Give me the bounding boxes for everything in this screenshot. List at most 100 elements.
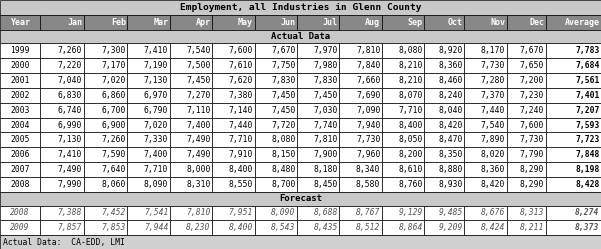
Bar xyxy=(546,43,601,58)
Text: 7,840: 7,840 xyxy=(356,61,380,70)
Text: 8,400: 8,400 xyxy=(228,223,253,232)
Bar xyxy=(424,15,465,30)
Bar xyxy=(465,103,507,118)
Text: 6,700: 6,700 xyxy=(102,106,126,115)
Text: 8,240: 8,240 xyxy=(438,91,463,100)
Text: May: May xyxy=(238,18,253,27)
Text: 2009: 2009 xyxy=(10,223,30,232)
Text: 8,290: 8,290 xyxy=(520,180,544,189)
Bar xyxy=(0,118,40,132)
Bar xyxy=(465,177,507,192)
Bar xyxy=(424,73,465,88)
Bar xyxy=(340,88,382,103)
Bar xyxy=(340,58,382,73)
Bar xyxy=(212,147,255,162)
Text: 8,373: 8,373 xyxy=(575,223,600,232)
Text: 8,400: 8,400 xyxy=(228,165,253,174)
Text: 8,760: 8,760 xyxy=(398,180,423,189)
Text: 7,452: 7,452 xyxy=(102,208,126,217)
Text: 8,930: 8,930 xyxy=(438,180,463,189)
Bar xyxy=(340,206,382,220)
Bar xyxy=(0,30,601,43)
Bar xyxy=(546,118,601,132)
Bar xyxy=(507,88,546,103)
Bar xyxy=(546,132,601,147)
Text: 7,330: 7,330 xyxy=(144,135,168,144)
Bar xyxy=(255,15,297,30)
Text: 7,440: 7,440 xyxy=(481,106,505,115)
Text: 7,600: 7,600 xyxy=(228,46,253,55)
Text: 7,670: 7,670 xyxy=(520,46,544,55)
Bar xyxy=(297,15,340,30)
Bar xyxy=(169,118,212,132)
Bar xyxy=(0,15,40,30)
Text: 7,220: 7,220 xyxy=(58,61,82,70)
Bar xyxy=(84,73,127,88)
Bar xyxy=(0,192,601,206)
Text: 7,710: 7,710 xyxy=(144,165,168,174)
Bar xyxy=(169,15,212,30)
Bar xyxy=(40,103,84,118)
Bar xyxy=(0,147,40,162)
Text: 8,050: 8,050 xyxy=(398,135,423,144)
Bar xyxy=(382,88,424,103)
Text: 8,435: 8,435 xyxy=(314,223,338,232)
Text: 7,040: 7,040 xyxy=(58,76,82,85)
Text: Actual Data:  CA-EDD, LMI: Actual Data: CA-EDD, LMI xyxy=(3,238,125,247)
Text: 7,450: 7,450 xyxy=(186,76,210,85)
Bar xyxy=(169,147,212,162)
Text: 7,650: 7,650 xyxy=(520,61,544,70)
Bar xyxy=(0,177,40,192)
Text: 7,600: 7,600 xyxy=(520,121,544,129)
Bar xyxy=(382,177,424,192)
Text: 7,853: 7,853 xyxy=(102,223,126,232)
Text: 6,790: 6,790 xyxy=(144,106,168,115)
Bar xyxy=(255,206,297,220)
Bar xyxy=(212,88,255,103)
Bar xyxy=(40,206,84,220)
Bar xyxy=(127,58,169,73)
Text: 2004: 2004 xyxy=(10,121,30,129)
Text: 7,090: 7,090 xyxy=(356,106,380,115)
Text: 8,880: 8,880 xyxy=(438,165,463,174)
Text: 7,610: 7,610 xyxy=(228,61,253,70)
Text: 7,750: 7,750 xyxy=(271,61,296,70)
Text: 2005: 2005 xyxy=(10,135,30,144)
Bar xyxy=(84,43,127,58)
Text: 7,783: 7,783 xyxy=(575,46,600,55)
Text: 7,660: 7,660 xyxy=(356,76,380,85)
Bar xyxy=(40,73,84,88)
Text: 7,730: 7,730 xyxy=(481,61,505,70)
Bar xyxy=(40,177,84,192)
Text: 7,440: 7,440 xyxy=(228,121,253,129)
Bar xyxy=(169,206,212,220)
Text: 9,209: 9,209 xyxy=(438,223,463,232)
Text: 7,410: 7,410 xyxy=(144,46,168,55)
Bar xyxy=(297,43,340,58)
Text: 8,080: 8,080 xyxy=(271,135,296,144)
Bar xyxy=(40,88,84,103)
Text: 8,676: 8,676 xyxy=(481,208,505,217)
Bar xyxy=(212,206,255,220)
Text: 6,830: 6,830 xyxy=(58,91,82,100)
Text: 8,210: 8,210 xyxy=(398,76,423,85)
Bar xyxy=(465,220,507,235)
Text: 7,490: 7,490 xyxy=(186,135,210,144)
Bar xyxy=(424,147,465,162)
Text: 7,450: 7,450 xyxy=(271,106,296,115)
Text: 7,170: 7,170 xyxy=(102,61,126,70)
Bar xyxy=(382,103,424,118)
Text: 7,790: 7,790 xyxy=(520,150,544,159)
Text: 7,540: 7,540 xyxy=(186,46,210,55)
Bar xyxy=(507,177,546,192)
Bar xyxy=(424,43,465,58)
Text: 8,360: 8,360 xyxy=(481,165,505,174)
Bar xyxy=(212,220,255,235)
Bar xyxy=(465,58,507,73)
Text: 8,060: 8,060 xyxy=(102,180,126,189)
Text: 7,910: 7,910 xyxy=(228,150,253,159)
Bar xyxy=(424,132,465,147)
Text: Year: Year xyxy=(10,18,30,27)
Bar xyxy=(507,58,546,73)
Bar xyxy=(40,147,84,162)
